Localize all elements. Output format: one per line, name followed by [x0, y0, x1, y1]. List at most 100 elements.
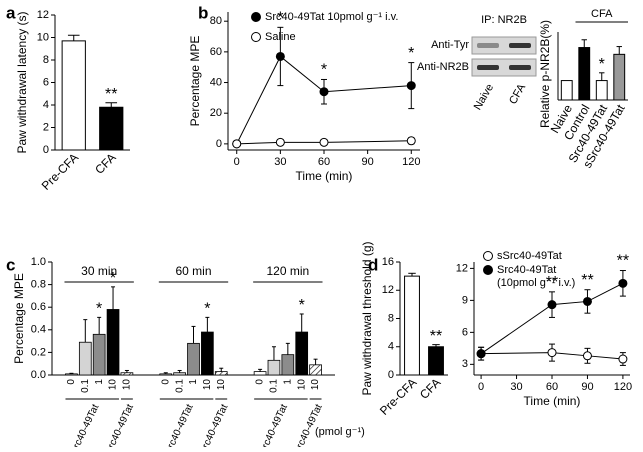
y-tick-label: 1.0: [31, 256, 46, 268]
group-label: 60 min: [175, 264, 211, 278]
legend-label: Saline: [265, 31, 296, 43]
annotation: **: [617, 253, 629, 270]
group-label: 30 min: [81, 264, 117, 278]
dose-label: 0.1: [269, 379, 280, 393]
y-tick-label: 8: [388, 312, 394, 324]
y-tick-label: 0.0: [31, 369, 46, 381]
bar: [309, 364, 322, 376]
bar: [173, 372, 186, 376]
series-line: [236, 140, 412, 145]
panel-label: a: [6, 3, 16, 22]
bar: [404, 275, 420, 376]
y-tick-label: 0.4: [31, 324, 46, 336]
y-tick-label: 0: [216, 138, 222, 150]
peptide-label: Src40-49Tat: [69, 403, 102, 447]
x-tick-label: Pre-CFA: [39, 150, 81, 192]
bar: [78, 341, 92, 376]
y-tick-label: 8: [43, 54, 49, 66]
bar: [428, 346, 444, 376]
bar: [595, 80, 608, 101]
y-tick-label: 4: [388, 341, 394, 353]
panel-label: d: [368, 255, 378, 274]
bar: [106, 309, 120, 376]
annotation: **: [105, 86, 117, 103]
y-axis-label: Paw withdrawal threshold (g): [360, 241, 374, 395]
y-axis-label: Percentage MPE: [188, 36, 202, 127]
bar: [99, 106, 124, 151]
y-axis-label: Percentage MPE: [12, 273, 26, 364]
bar: [92, 333, 106, 376]
blot-title: IP: NR2B: [481, 14, 527, 26]
x-tick-label: 120: [614, 381, 632, 393]
y-tick-label: 12: [456, 262, 468, 274]
dose-label: 10: [108, 379, 119, 391]
annotation: **: [546, 274, 558, 291]
y-tick-label: 20: [210, 107, 222, 119]
marker: [618, 278, 628, 288]
x-axis-label: Time (min): [296, 169, 353, 183]
legend-marker: [251, 12, 261, 22]
dose-label: 1: [94, 379, 105, 385]
y-tick-label: 0.8: [31, 279, 46, 291]
dose-label: 0: [66, 379, 77, 385]
annotation: *: [299, 297, 305, 314]
y-tick-label: 3: [462, 358, 468, 370]
dose-label: 1: [282, 379, 293, 385]
y-tick-label: 9: [462, 294, 468, 306]
x-tick-label: CFA: [92, 150, 118, 176]
annotation: **: [430, 328, 442, 345]
x-tick-label: 90: [362, 156, 374, 168]
annotation: *: [408, 45, 414, 62]
x-tick-label: 120: [402, 156, 420, 168]
blot-lane-label: Naive: [472, 82, 496, 112]
annotation: *: [321, 62, 327, 79]
marker: [232, 139, 242, 149]
legend-note: (10pmol g⁻¹ i.v.): [497, 277, 575, 289]
blot-band: [509, 65, 531, 70]
y-tick-label: 60: [210, 46, 222, 58]
y-tick-label: 80: [210, 15, 222, 27]
bar: [267, 359, 281, 376]
annotation: *: [277, 10, 283, 27]
blot-band: [477, 43, 499, 48]
legend-marker: [483, 251, 493, 261]
annotation: *: [599, 56, 605, 73]
blot-row-label: Anti-Tyr: [431, 39, 469, 51]
marker: [547, 348, 557, 358]
dose-label: 10: [122, 379, 133, 391]
y-tick-label: 0: [388, 369, 394, 381]
y-tick-label: 2: [43, 121, 49, 133]
blot-band: [477, 65, 499, 70]
bar: [560, 80, 573, 101]
dose-label: 10: [310, 379, 321, 391]
bar: [613, 53, 626, 101]
legend-marker: [483, 265, 493, 275]
blot-lane-label: CFA: [507, 81, 528, 106]
marker: [582, 296, 592, 306]
x-tick-label: 0: [234, 156, 240, 168]
bar: [295, 331, 309, 376]
marker: [275, 51, 285, 61]
blot-strip: [471, 58, 537, 77]
dose-label: 1: [188, 379, 199, 385]
x-axis-label: Time (min): [524, 394, 581, 408]
marker: [618, 354, 628, 364]
annotation: *: [204, 301, 210, 318]
peptide-label: sSrc40-49Tat: [290, 403, 325, 447]
y-tick-label: 40: [210, 76, 222, 88]
marker: [547, 300, 557, 310]
panel-label: c: [6, 255, 15, 274]
unit-label: (pmol g⁻¹): [315, 426, 365, 438]
dose-label: 0: [255, 379, 266, 385]
dose-label: 10: [216, 379, 227, 391]
blot-row-label: Anti-NR2B: [417, 61, 469, 73]
peptide-label: sSrc40-49Tat: [101, 403, 136, 447]
x-tick-label: Pre-CFA: [377, 375, 419, 417]
x-tick-label: 60: [318, 156, 330, 168]
blot-strip: [471, 36, 537, 55]
x-tick-label: 90: [581, 381, 593, 393]
dose-label: 10: [202, 379, 213, 391]
peptide-label: sSrc40-49Tat: [195, 403, 230, 447]
series-line: [480, 282, 624, 355]
y-tick-label: 16: [382, 256, 394, 268]
